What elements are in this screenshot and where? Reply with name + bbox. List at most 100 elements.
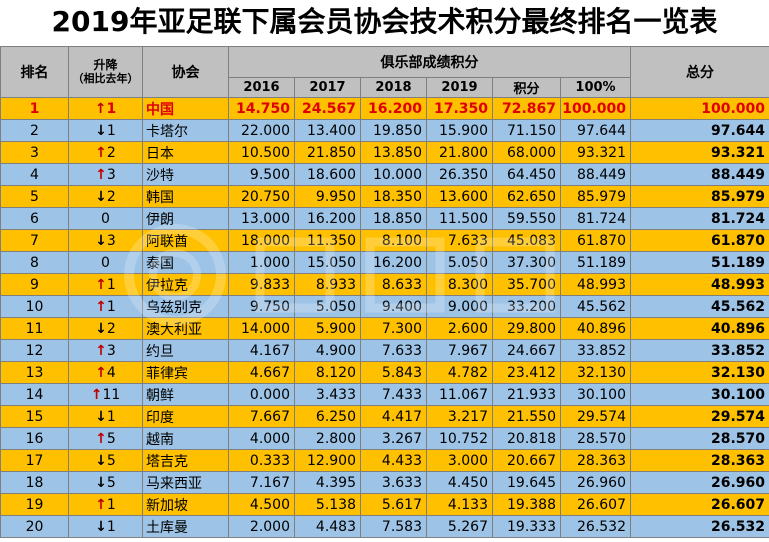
score-cell-pct: 29.574 [560, 405, 631, 428]
arrow-down-icon: ↓ [95, 232, 107, 249]
change-cell: ↑11 [68, 383, 143, 406]
score-cell-y2017: 21.850 [294, 141, 361, 164]
arrow-up-icon: ↑ [95, 430, 107, 447]
score-cell-y2016: 14.750 [228, 97, 295, 120]
table-row: 1 ↑1 中国 14.750 24.567 16.200 17.350 72.867 100.0… [0, 97, 769, 120]
change-value: 3 [106, 166, 116, 183]
score-cell-pct: 26.532 [560, 515, 631, 538]
change-value: 2 [106, 144, 116, 161]
table-row: 11 ↓2 澳大利亚 14.000 5.900 7.300 2.600 29.800 40.89… [0, 317, 769, 340]
score-cell-y2016: 13.000 [228, 207, 295, 230]
score-cell-y2016: 7.167 [228, 471, 295, 494]
total-cell: 100.000 [630, 97, 769, 120]
arrow-up-icon: ↑ [95, 276, 107, 293]
score-cell-points: 21.550 [492, 405, 561, 428]
score-cell-pct: 93.321 [560, 141, 631, 164]
arrow-up-icon: ↑ [95, 298, 107, 315]
association-cell: 卡塔尔 [142, 119, 229, 142]
score-cell-y2016: 4.167 [228, 339, 295, 362]
header-change: 升降 （相比去年） [68, 46, 143, 98]
score-cell-y2016: 7.667 [228, 405, 295, 428]
rank-cell: 17 [0, 449, 69, 472]
table-row: 14 ↑11 朝鲜 0.000 3.433 7.433 11.067 21.933 30.100… [0, 383, 769, 406]
table-row: 7 ↓3 阿联酋 18.000 11.350 8.100 7.633 45.083 61.870… [0, 229, 769, 252]
score-cell-y2018: 8.633 [360, 273, 427, 296]
association-cell: 中国 [142, 97, 229, 120]
rank-cell: 12 [0, 339, 69, 362]
rank-cell: 15 [0, 405, 69, 428]
score-cell-y2017: 16.200 [294, 207, 361, 230]
arrow-up-icon: ↑ [95, 364, 107, 381]
score-cell-pct: 30.100 [560, 383, 631, 406]
rank-cell: 3 [0, 141, 69, 164]
score-cell-pct: 45.562 [560, 295, 631, 318]
table-row: 13 ↑4 菲律宾 4.667 8.120 5.843 4.782 23.412 32.130 3… [0, 361, 769, 384]
change-cell: ↑4 [68, 361, 143, 384]
association-cell: 马来西亚 [142, 471, 229, 494]
arrow-down-icon: ↓ [95, 518, 107, 535]
score-cell-y2019: 7.967 [426, 339, 493, 362]
rank-cell: 1 [0, 97, 69, 120]
score-cell-y2016: 9.833 [228, 273, 295, 296]
score-cell-pct: 81.724 [560, 207, 631, 230]
score-cell-points: 29.800 [492, 317, 561, 340]
score-cell-y2016: 18.000 [228, 229, 295, 252]
association-cell: 新加坡 [142, 493, 229, 516]
total-cell: 88.449 [630, 163, 769, 186]
rank-cell: 7 [0, 229, 69, 252]
change-cell: ↑1 [68, 97, 143, 120]
total-cell: 26.960 [630, 471, 769, 494]
score-cell-points: 23.412 [492, 361, 561, 384]
score-cell-y2019: 11.067 [426, 383, 493, 406]
change-value: 1 [106, 408, 116, 425]
score-cell-y2019: 21.800 [426, 141, 493, 164]
score-cell-points: 45.083 [492, 229, 561, 252]
score-cell-y2016: 9.750 [228, 295, 295, 318]
score-cell-y2017: 8.120 [294, 361, 361, 384]
total-cell: 26.607 [630, 493, 769, 516]
arrow-down-icon: ↓ [95, 408, 107, 425]
association-cell: 印度 [142, 405, 229, 428]
change-cell: ↓5 [68, 471, 143, 494]
score-cell-y2019: 11.500 [426, 207, 493, 230]
score-cell-y2018: 5.617 [360, 493, 427, 516]
score-cell-pct: 48.993 [560, 273, 631, 296]
score-cell-points: 21.933 [492, 383, 561, 406]
score-cell-pct: 97.644 [560, 119, 631, 142]
score-cell-points: 35.700 [492, 273, 561, 296]
score-cell-y2017: 11.350 [294, 229, 361, 252]
header-rank: 排名 [0, 46, 69, 98]
rank-cell: 16 [0, 427, 69, 450]
score-cell-points: 59.550 [492, 207, 561, 230]
change-cell: ↑2 [68, 141, 143, 164]
table-body: 1 ↑1 中国 14.750 24.567 16.200 17.350 72.867 100.0… [0, 97, 769, 538]
score-cell-y2018: 7.300 [360, 317, 427, 340]
arrow-down-icon: ↓ [95, 122, 107, 139]
change-cell: ↑1 [68, 493, 143, 516]
association-cell: 泰国 [142, 251, 229, 274]
table-row: 4 ↑3 沙特 9.500 18.600 10.000 26.350 64.450 88.449… [0, 163, 769, 186]
score-cell-y2018: 13.850 [360, 141, 427, 164]
arrow-up-icon: ↑ [95, 342, 107, 359]
score-cell-y2018: 7.583 [360, 515, 427, 538]
score-cell-y2018: 8.100 [360, 229, 427, 252]
score-cell-y2017: 5.050 [294, 295, 361, 318]
score-cell-y2016: 9.500 [228, 163, 295, 186]
score-cell-y2018: 16.200 [360, 251, 427, 274]
change-value: 5 [106, 452, 116, 469]
change-cell: ↓2 [68, 185, 143, 208]
header-year-2018: 2018 [360, 77, 427, 98]
change-value: 1 [106, 496, 116, 513]
ranking-table: 排名 升降 （相比去年） 协会 俱乐部成绩积分 总分 2016 2017 201… [0, 46, 769, 538]
association-cell: 乌兹别克 [142, 295, 229, 318]
total-cell: 97.644 [630, 119, 769, 142]
score-cell-points: 19.645 [492, 471, 561, 494]
score-cell-points: 62.650 [492, 185, 561, 208]
rank-cell: 11 [0, 317, 69, 340]
change-cell: ↓3 [68, 229, 143, 252]
score-cell-y2018: 7.433 [360, 383, 427, 406]
score-cell-pct: 32.130 [560, 361, 631, 384]
total-cell: 61.870 [630, 229, 769, 252]
score-cell-y2018: 5.843 [360, 361, 427, 384]
total-cell: 28.363 [630, 449, 769, 472]
